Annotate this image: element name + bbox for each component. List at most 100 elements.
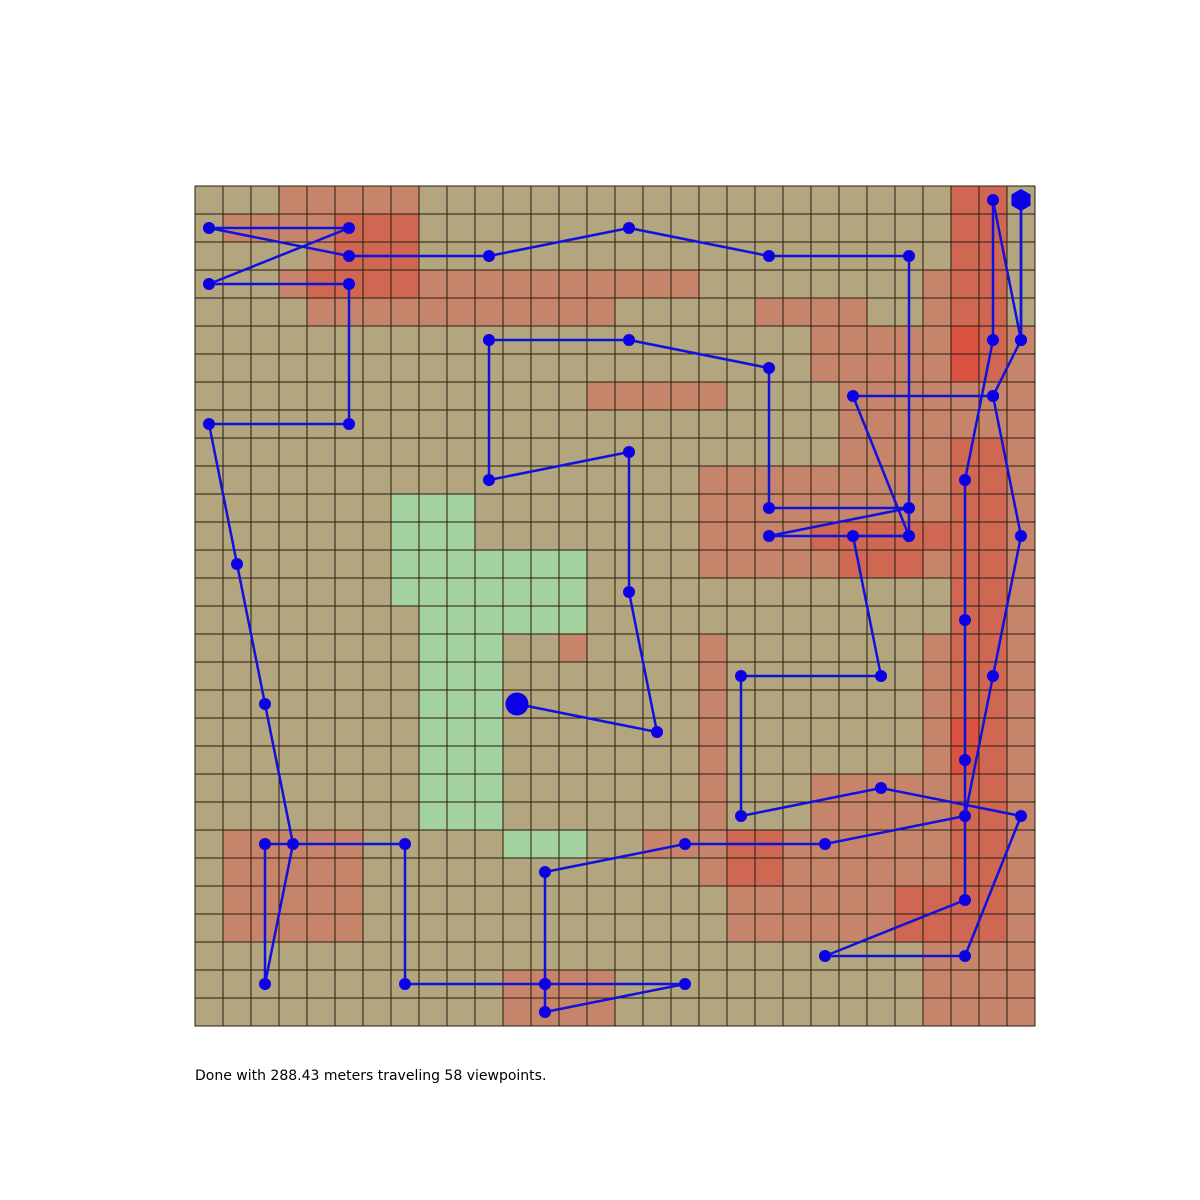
grid-cell — [1006, 493, 1036, 523]
path-segment — [963, 814, 1023, 958]
grid-cell — [418, 913, 448, 943]
grid-cell — [810, 269, 840, 299]
grid-cell — [250, 801, 280, 831]
grid-cell — [810, 997, 840, 1027]
grid-cell — [194, 633, 224, 663]
grid-cell — [334, 437, 364, 467]
grid-cell — [474, 661, 504, 691]
grid-cell — [754, 997, 784, 1027]
viewpoint-marker — [231, 558, 243, 570]
grid-cell — [698, 773, 728, 803]
grid-cell — [530, 409, 560, 439]
viewpoint-marker — [987, 334, 999, 346]
grid-cell — [278, 465, 308, 495]
grid-cell — [782, 857, 812, 887]
grid-cell — [306, 493, 336, 523]
grid-cell — [222, 885, 252, 915]
grid-cell — [866, 269, 896, 299]
grid-cell — [446, 381, 476, 411]
grid-cell — [586, 913, 616, 943]
path-segment — [823, 814, 967, 846]
grid-cell — [1006, 941, 1036, 971]
grid-cell — [502, 633, 532, 663]
grid-cell — [558, 577, 588, 607]
grid-cell — [194, 493, 224, 523]
grid-cell — [222, 857, 252, 887]
grid-cell — [474, 213, 504, 243]
grid-cell — [642, 213, 672, 243]
grid-cell — [782, 353, 812, 383]
grid-cell — [222, 941, 252, 971]
viewpoint-marker — [987, 390, 999, 402]
grid-cell — [922, 885, 952, 915]
grid-cell — [362, 549, 392, 579]
grid-cell — [194, 941, 224, 971]
grid-cell — [754, 605, 784, 635]
grid-cell — [614, 381, 644, 411]
grid-cell — [194, 549, 224, 579]
grid-cell — [362, 885, 392, 915]
grid-cell — [838, 633, 868, 663]
grid-cell — [754, 549, 784, 579]
grid-cell — [614, 409, 644, 439]
grid-cell — [334, 185, 364, 215]
grid-cell — [698, 521, 728, 551]
grid-cell — [558, 353, 588, 383]
grid-cell — [698, 549, 728, 579]
grid-cell — [978, 745, 1008, 775]
grid-cell — [698, 437, 728, 467]
grid-cell — [194, 521, 224, 551]
grid-cell — [446, 605, 476, 635]
grid-cell — [922, 549, 952, 579]
grid-map — [194, 185, 1036, 1027]
grid-cell — [362, 353, 392, 383]
grid-cell — [782, 801, 812, 831]
grid-cell — [530, 633, 560, 663]
grid-cell — [530, 521, 560, 551]
viewpoint-marker — [875, 670, 887, 682]
grid-cell — [334, 717, 364, 747]
grid-cell — [306, 381, 336, 411]
grid-cell — [642, 745, 672, 775]
grid-cell — [782, 969, 812, 999]
grid-cell — [754, 689, 784, 719]
path-segment — [515, 702, 659, 734]
grid-cell — [726, 913, 756, 943]
grid-cell — [278, 689, 308, 719]
grid-cell — [446, 885, 476, 915]
grid-cell — [390, 493, 420, 523]
grid-cell — [950, 437, 980, 467]
grid-cell — [502, 549, 532, 579]
grid-cell — [894, 885, 924, 915]
grid-cell — [670, 437, 700, 467]
grid-cell — [978, 997, 1008, 1027]
grid-cell — [698, 605, 728, 635]
grid-cell — [390, 745, 420, 775]
grid-cell — [642, 997, 672, 1027]
path-segment — [879, 786, 1023, 818]
grid-cell — [390, 269, 420, 299]
grid-cell — [502, 829, 532, 859]
grid-cell — [222, 801, 252, 831]
grid-cell — [502, 913, 532, 943]
viewpoint-marker — [987, 194, 999, 206]
grid-cell — [362, 969, 392, 999]
grid-cell — [950, 913, 980, 943]
grid-cell — [586, 381, 616, 411]
grid-cell — [698, 633, 728, 663]
grid-cell — [922, 493, 952, 523]
grid-cell — [474, 885, 504, 915]
grid-cell — [446, 297, 476, 327]
grid-cell — [446, 437, 476, 467]
grid-cell — [586, 605, 616, 635]
start-marker — [505, 692, 529, 716]
grid-cell — [446, 269, 476, 299]
grid-cell — [278, 661, 308, 691]
grid-cell — [726, 633, 756, 663]
grid-cell — [390, 549, 420, 579]
grid-cell — [278, 381, 308, 411]
grid-cell — [362, 213, 392, 243]
grid-cell — [530, 353, 560, 383]
grid-cell — [782, 577, 812, 607]
grid-cell — [894, 745, 924, 775]
